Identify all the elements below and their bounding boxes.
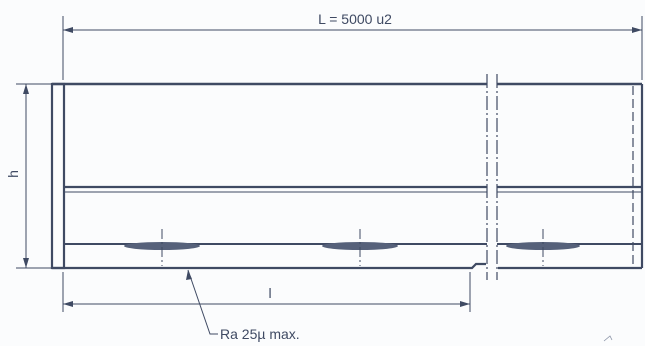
bottom-edge xyxy=(52,262,486,270)
segment-arrowhead-right xyxy=(460,301,470,307)
weld-center-lines xyxy=(161,229,544,266)
segment-arrowhead-left xyxy=(63,301,73,307)
break-symbol xyxy=(486,74,498,280)
weld-spot-3 xyxy=(506,242,580,250)
roughness-leader xyxy=(187,269,218,335)
profile-body xyxy=(50,82,644,270)
arrowhead-left xyxy=(63,27,73,33)
weld-spot-2 xyxy=(322,242,398,250)
weld-spot-1 xyxy=(124,242,200,250)
arrowhead-bottom xyxy=(23,258,29,268)
break-gap xyxy=(487,74,497,280)
overall-length-label: L = 5000 u2 xyxy=(318,11,392,27)
roughness-leader-arrow xyxy=(186,270,192,280)
height-dimension xyxy=(16,83,62,269)
height-label: h xyxy=(5,170,21,178)
left-end-plate xyxy=(50,82,66,270)
weld-spots xyxy=(124,242,580,250)
overall-length-dimension xyxy=(62,16,643,80)
arrowhead-top xyxy=(23,84,29,94)
arrowhead-right xyxy=(632,27,642,33)
segment-length-dimension xyxy=(62,272,471,312)
roughness-note: Ra 25µ max. xyxy=(220,326,300,342)
scan-mark xyxy=(603,335,613,342)
segment-length-label: l xyxy=(268,285,271,301)
